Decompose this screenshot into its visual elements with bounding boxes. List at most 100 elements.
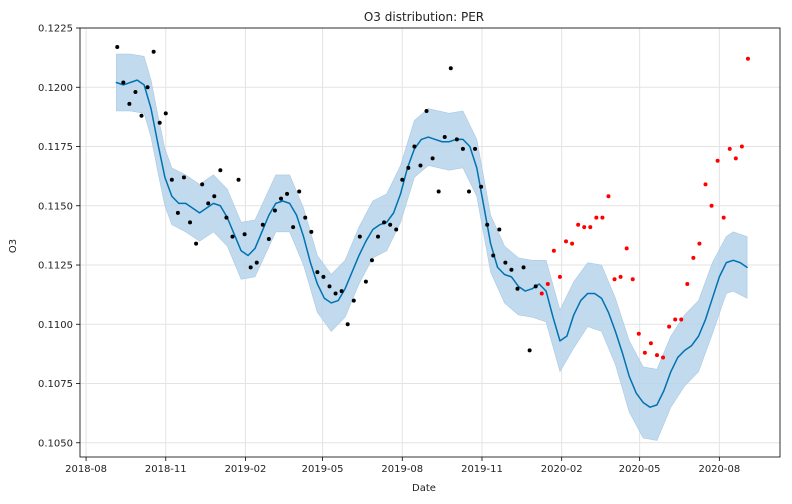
observed-point	[139, 113, 144, 118]
holdout-point	[636, 331, 641, 336]
observed-point	[278, 196, 283, 201]
holdout-point	[612, 277, 617, 282]
observed-point	[491, 253, 496, 258]
observed-point	[127, 101, 132, 106]
observed-point	[236, 177, 241, 182]
y-tick-label: 0.1225	[38, 24, 73, 35]
observed-point	[479, 184, 484, 189]
observed-point	[363, 279, 368, 284]
x-axis-ticks: 2018-08 2018-11 2019-02 2019-05 2019-08 2019-…	[65, 457, 740, 475]
observed-point	[460, 146, 465, 151]
y-axis-ticks: 0.1050 0.1075 0.1100 0.1125 0.1150 0.1175 0.12…	[38, 24, 80, 449]
forecast-line-layer	[115, 79, 748, 408]
observed-point	[157, 120, 162, 125]
observed-point	[339, 289, 344, 294]
holdout-point	[630, 277, 635, 282]
observed-point	[194, 241, 199, 246]
observed-point	[272, 208, 277, 213]
observed-point	[115, 44, 120, 49]
observed-point	[254, 260, 259, 265]
observed-point	[400, 177, 405, 182]
observed-point	[376, 234, 381, 239]
observed-point	[382, 220, 387, 225]
holdout-point	[727, 146, 732, 151]
holdout-point	[721, 215, 726, 220]
observed-point	[515, 286, 520, 291]
x-tick-label: 2020-05	[619, 464, 661, 475]
holdout-point	[685, 281, 690, 286]
holdout-point	[594, 215, 599, 220]
observed-point	[169, 177, 174, 182]
holdout-point	[564, 239, 569, 244]
observed-point	[242, 232, 247, 237]
x-tick-label: 2019-11	[461, 464, 503, 475]
observed-point	[224, 215, 229, 220]
holdout-point	[588, 225, 593, 230]
holdout-point	[691, 255, 696, 260]
observed-point	[424, 108, 429, 113]
holdout-point	[654, 353, 659, 358]
x-tick-label: 2018-08	[65, 464, 107, 475]
holdout-point	[745, 56, 750, 61]
observed-point	[145, 85, 150, 90]
x-tick-label: 2019-02	[225, 464, 267, 475]
observed-point	[181, 175, 186, 180]
holdout-point	[545, 281, 550, 286]
uncertainty-band-layer	[116, 53, 748, 441]
holdout-point	[673, 317, 678, 322]
observed-point	[466, 189, 471, 194]
holdout-point	[576, 222, 581, 227]
observed-point	[436, 189, 441, 194]
observed-point	[503, 260, 508, 265]
y-tick-label: 0.1150	[38, 201, 73, 212]
holdout-point	[570, 241, 575, 246]
observed-point	[394, 227, 399, 232]
y-tick-label: 0.1175	[38, 142, 73, 153]
holdout-point	[642, 350, 647, 355]
observed-point	[163, 111, 168, 116]
observed-point	[369, 258, 374, 263]
observed-point	[509, 267, 514, 272]
holdout-point	[582, 225, 587, 230]
y-tick-label: 0.1100	[38, 320, 73, 331]
observed-point	[133, 89, 138, 94]
observed-point	[321, 274, 326, 279]
holdout-point	[648, 341, 653, 346]
observed-point	[266, 236, 271, 241]
x-tick-label: 2019-05	[302, 464, 344, 475]
observed-point	[297, 189, 302, 194]
holdout-point	[679, 317, 684, 322]
forecast-line	[115, 79, 748, 408]
observed-point	[351, 298, 356, 303]
observed-point	[175, 210, 180, 215]
observed-point	[442, 135, 447, 140]
observed-point	[497, 227, 502, 232]
observed-point	[200, 182, 205, 187]
chart-title: O3 distribution: PER	[364, 10, 484, 24]
holdout-point	[661, 355, 666, 360]
holdout-point	[667, 324, 672, 329]
observed-point	[151, 49, 156, 54]
observed-point	[285, 191, 290, 196]
observed-point	[533, 284, 538, 289]
observed-point	[406, 165, 411, 170]
y-tick-label: 0.1125	[38, 261, 73, 272]
observed-point	[473, 146, 478, 151]
observed-point	[315, 270, 320, 275]
holdout-point	[539, 291, 544, 296]
holdout-point	[557, 274, 562, 279]
observed-point	[454, 137, 459, 142]
holdout-point	[624, 246, 629, 251]
holdout-point	[703, 182, 708, 187]
observed-point	[527, 348, 532, 353]
observed-point	[303, 215, 308, 220]
observed-point	[388, 222, 393, 227]
x-tick-label: 2020-02	[541, 464, 583, 475]
y-tick-label: 0.1050	[38, 438, 73, 449]
observed-point	[327, 284, 332, 289]
observed-point	[230, 234, 235, 239]
observed-point	[188, 220, 193, 225]
observed-point	[260, 222, 265, 227]
holdout-point	[600, 215, 605, 220]
